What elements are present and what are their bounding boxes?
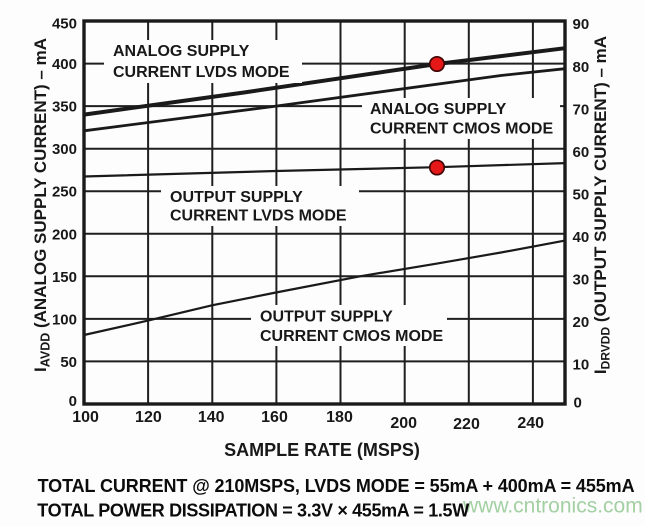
svg-text:SAMPLE RATE (MSPS): SAMPLE RATE (MSPS)	[224, 440, 420, 460]
svg-text:80: 80	[573, 59, 590, 76]
svg-text:www.cntronics.com: www.cntronics.com	[462, 495, 643, 518]
svg-text:20: 20	[573, 314, 590, 331]
svg-text:OUTPUT SUPPLY: OUTPUT SUPPLY	[260, 309, 393, 326]
svg-text:CURRENT LVDS MODE: CURRENT LVDS MODE	[113, 64, 290, 81]
svg-text:ANALOG SUPPLY: ANALOG SUPPLY	[370, 101, 507, 118]
svg-text:70: 70	[573, 101, 590, 118]
svg-text:IAVDD (ANALOG SUPPLY CURRENT): IAVDD (ANALOG SUPPLY CURRENT) – mA	[31, 38, 53, 372]
svg-text:140: 140	[198, 409, 225, 426]
svg-text:90: 90	[573, 16, 590, 33]
svg-text:150: 150	[52, 269, 77, 286]
svg-text:200: 200	[52, 226, 77, 243]
svg-text:60: 60	[573, 144, 590, 161]
svg-text:30: 30	[573, 272, 590, 289]
svg-text:250: 250	[52, 184, 77, 201]
svg-text:TOTAL POWER DISSIPATION = 3.3V: TOTAL POWER DISSIPATION = 3.3V × 455mA =…	[37, 501, 469, 521]
svg-text:160: 160	[261, 409, 288, 426]
svg-text:180: 180	[326, 409, 353, 426]
svg-text:IDRVDD (OUTPUT SUPPLY CURRENT): IDRVDD (OUTPUT SUPPLY CURRENT) – mA	[591, 36, 613, 374]
svg-text:0: 0	[69, 393, 77, 410]
svg-text:CURRENT LVDS MODE: CURRENT LVDS MODE	[170, 208, 347, 225]
svg-text:CURRENT CMOS MODE: CURRENT CMOS MODE	[260, 328, 443, 345]
svg-text:10: 10	[573, 357, 590, 374]
svg-text:ANALOG SUPPLY: ANALOG SUPPLY	[113, 43, 250, 60]
svg-text:TOTAL CURRENT @ 210MSPS, LVDS: TOTAL CURRENT @ 210MSPS, LVDS MODE = 55m…	[38, 476, 635, 496]
svg-text:0: 0	[574, 395, 582, 412]
svg-text:350: 350	[52, 99, 77, 116]
svg-text:CURRENT CMOS MODE: CURRENT CMOS MODE	[370, 121, 553, 138]
svg-text:300: 300	[52, 141, 77, 158]
svg-text:400: 400	[52, 56, 77, 73]
svg-text:40: 40	[573, 229, 590, 246]
svg-text:50: 50	[60, 354, 77, 371]
svg-text:240: 240	[517, 415, 544, 432]
svg-text:220: 220	[453, 416, 480, 433]
svg-text:50: 50	[573, 187, 590, 204]
svg-text:120: 120	[135, 409, 162, 426]
svg-text:450: 450	[52, 16, 77, 33]
svg-text:200: 200	[390, 415, 417, 432]
svg-text:100: 100	[52, 311, 77, 328]
svg-text:OUTPUT SUPPLY: OUTPUT SUPPLY	[170, 189, 303, 206]
svg-text:100: 100	[72, 409, 99, 426]
